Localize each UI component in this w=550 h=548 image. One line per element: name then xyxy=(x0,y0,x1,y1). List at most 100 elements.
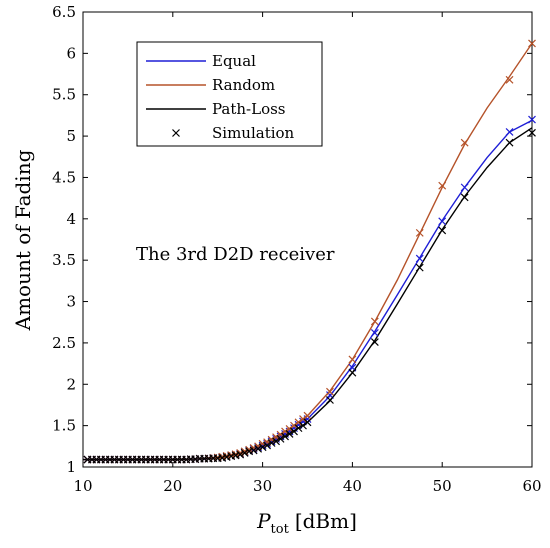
sim-marker-random xyxy=(303,411,312,420)
chart-annotation: The 3rd D2D receiver xyxy=(136,244,335,265)
y-tick-label: 3 xyxy=(66,293,76,311)
marker-stroke xyxy=(438,217,447,226)
legend: Equal Random Path-Loss Simulation xyxy=(136,41,323,147)
sim-marker-path-loss xyxy=(285,429,294,438)
marker-stroke xyxy=(299,415,307,423)
legend-box xyxy=(136,41,323,147)
y-tick-label: 2 xyxy=(66,375,76,393)
marker-stroke xyxy=(290,427,298,436)
x-axis-label-main: P xyxy=(256,509,271,533)
marker-stroke xyxy=(460,138,469,147)
marker-stroke xyxy=(254,444,263,453)
sim-marker-random xyxy=(348,355,357,364)
x-tick-label: 40 xyxy=(343,477,362,495)
marker-stroke xyxy=(172,129,180,137)
marker-stroke xyxy=(438,226,447,235)
legend-label: Simulation xyxy=(212,124,295,142)
marker-stroke xyxy=(249,446,258,455)
x-tick-label: 60 xyxy=(522,477,541,495)
marker-stroke xyxy=(348,368,357,377)
marker-stroke xyxy=(326,387,334,396)
sim-marker-path-loss xyxy=(460,193,469,202)
sim-marker-path-loss xyxy=(415,263,424,272)
sim-marker-random xyxy=(299,415,307,423)
marker-stroke xyxy=(528,39,536,48)
marker-stroke xyxy=(294,424,303,433)
marker-stroke xyxy=(267,439,276,447)
plot-area-border xyxy=(82,11,533,468)
marker-stroke xyxy=(370,317,379,326)
marker-stroke xyxy=(276,434,285,443)
x-axis-label-unit: [dBm] xyxy=(295,509,357,533)
y-tick-label: 1 xyxy=(66,458,76,476)
sim-marker-path-loss xyxy=(326,396,334,404)
marker-stroke xyxy=(505,75,514,84)
sim-marker-random xyxy=(294,418,303,427)
marker-stroke xyxy=(460,183,469,192)
sim-marker-path-loss xyxy=(267,439,276,447)
sim-marker-path-loss xyxy=(294,424,303,433)
y-tick-label: 4.5 xyxy=(52,168,76,186)
sim-marker-random xyxy=(415,228,424,237)
sim-marker-random xyxy=(370,317,379,326)
marker-stroke xyxy=(415,263,424,272)
sim-marker-random xyxy=(267,435,276,444)
x-tick-label: 50 xyxy=(433,477,452,495)
sim-marker-path-loss xyxy=(303,418,312,427)
sim-marker-path-loss xyxy=(254,444,263,453)
y-tick-label: 3.5 xyxy=(52,251,76,269)
y-tick-label: 5 xyxy=(66,127,76,145)
x-tick-label: 20 xyxy=(163,477,182,495)
sim-marker-path-loss xyxy=(299,421,307,430)
series-line-path-loss xyxy=(83,127,533,461)
marker-stroke xyxy=(258,443,267,452)
sim-marker-path-loss xyxy=(281,432,289,441)
marker-stroke xyxy=(326,396,334,404)
marker-stroke xyxy=(528,115,536,124)
marker-stroke xyxy=(236,450,245,459)
legend-label: Equal xyxy=(212,52,256,70)
sim-marker-path-loss xyxy=(348,368,357,377)
marker-stroke xyxy=(415,254,424,263)
sim-marker-random xyxy=(460,138,469,147)
sim-marker-path-loss xyxy=(370,338,379,347)
x-tick-label: 10 xyxy=(73,477,92,495)
sim-marker-path-loss xyxy=(263,441,272,450)
sim-marker-equal xyxy=(505,128,514,136)
plot-frame xyxy=(82,11,533,468)
sim-marker-path-loss xyxy=(505,138,514,147)
legend-label: Path-Loss xyxy=(212,100,286,118)
marker-stroke xyxy=(505,128,514,136)
marker-stroke xyxy=(272,437,280,446)
marker-stroke xyxy=(267,435,276,444)
marker-stroke xyxy=(249,444,258,452)
marker-stroke xyxy=(415,228,424,237)
sim-marker-equal xyxy=(528,115,536,124)
sim-marker-equal xyxy=(460,183,469,192)
marker-stroke xyxy=(505,138,514,147)
sim-marker-equal xyxy=(370,329,379,337)
y-tick-label: 1.5 xyxy=(52,417,76,435)
sim-marker-path-loss xyxy=(528,128,536,137)
marker-stroke xyxy=(348,355,357,364)
x-tick-label: 30 xyxy=(253,477,272,495)
marker-stroke xyxy=(263,441,272,450)
sim-marker-path-loss xyxy=(240,449,249,457)
marker-stroke xyxy=(370,338,379,347)
x-axis-label-sub: tot xyxy=(271,522,290,537)
marker-stroke xyxy=(294,418,303,427)
marker-stroke xyxy=(245,445,254,454)
marker-stroke xyxy=(240,449,249,457)
y-tick-label: 6 xyxy=(66,44,76,62)
sim-marker-random xyxy=(505,75,514,84)
sim-marker-random xyxy=(438,181,447,190)
marker-stroke xyxy=(528,128,536,137)
sim-marker-path-loss xyxy=(272,437,280,446)
y-axis-label-group: Amount of Fading xyxy=(11,149,35,331)
sim-marker-path-loss xyxy=(249,446,258,455)
legend-swatch-simulation xyxy=(172,129,180,137)
marker-stroke xyxy=(303,418,312,427)
series-line-equal xyxy=(83,119,533,461)
marker-stroke xyxy=(299,421,307,430)
marker-stroke xyxy=(438,181,447,190)
